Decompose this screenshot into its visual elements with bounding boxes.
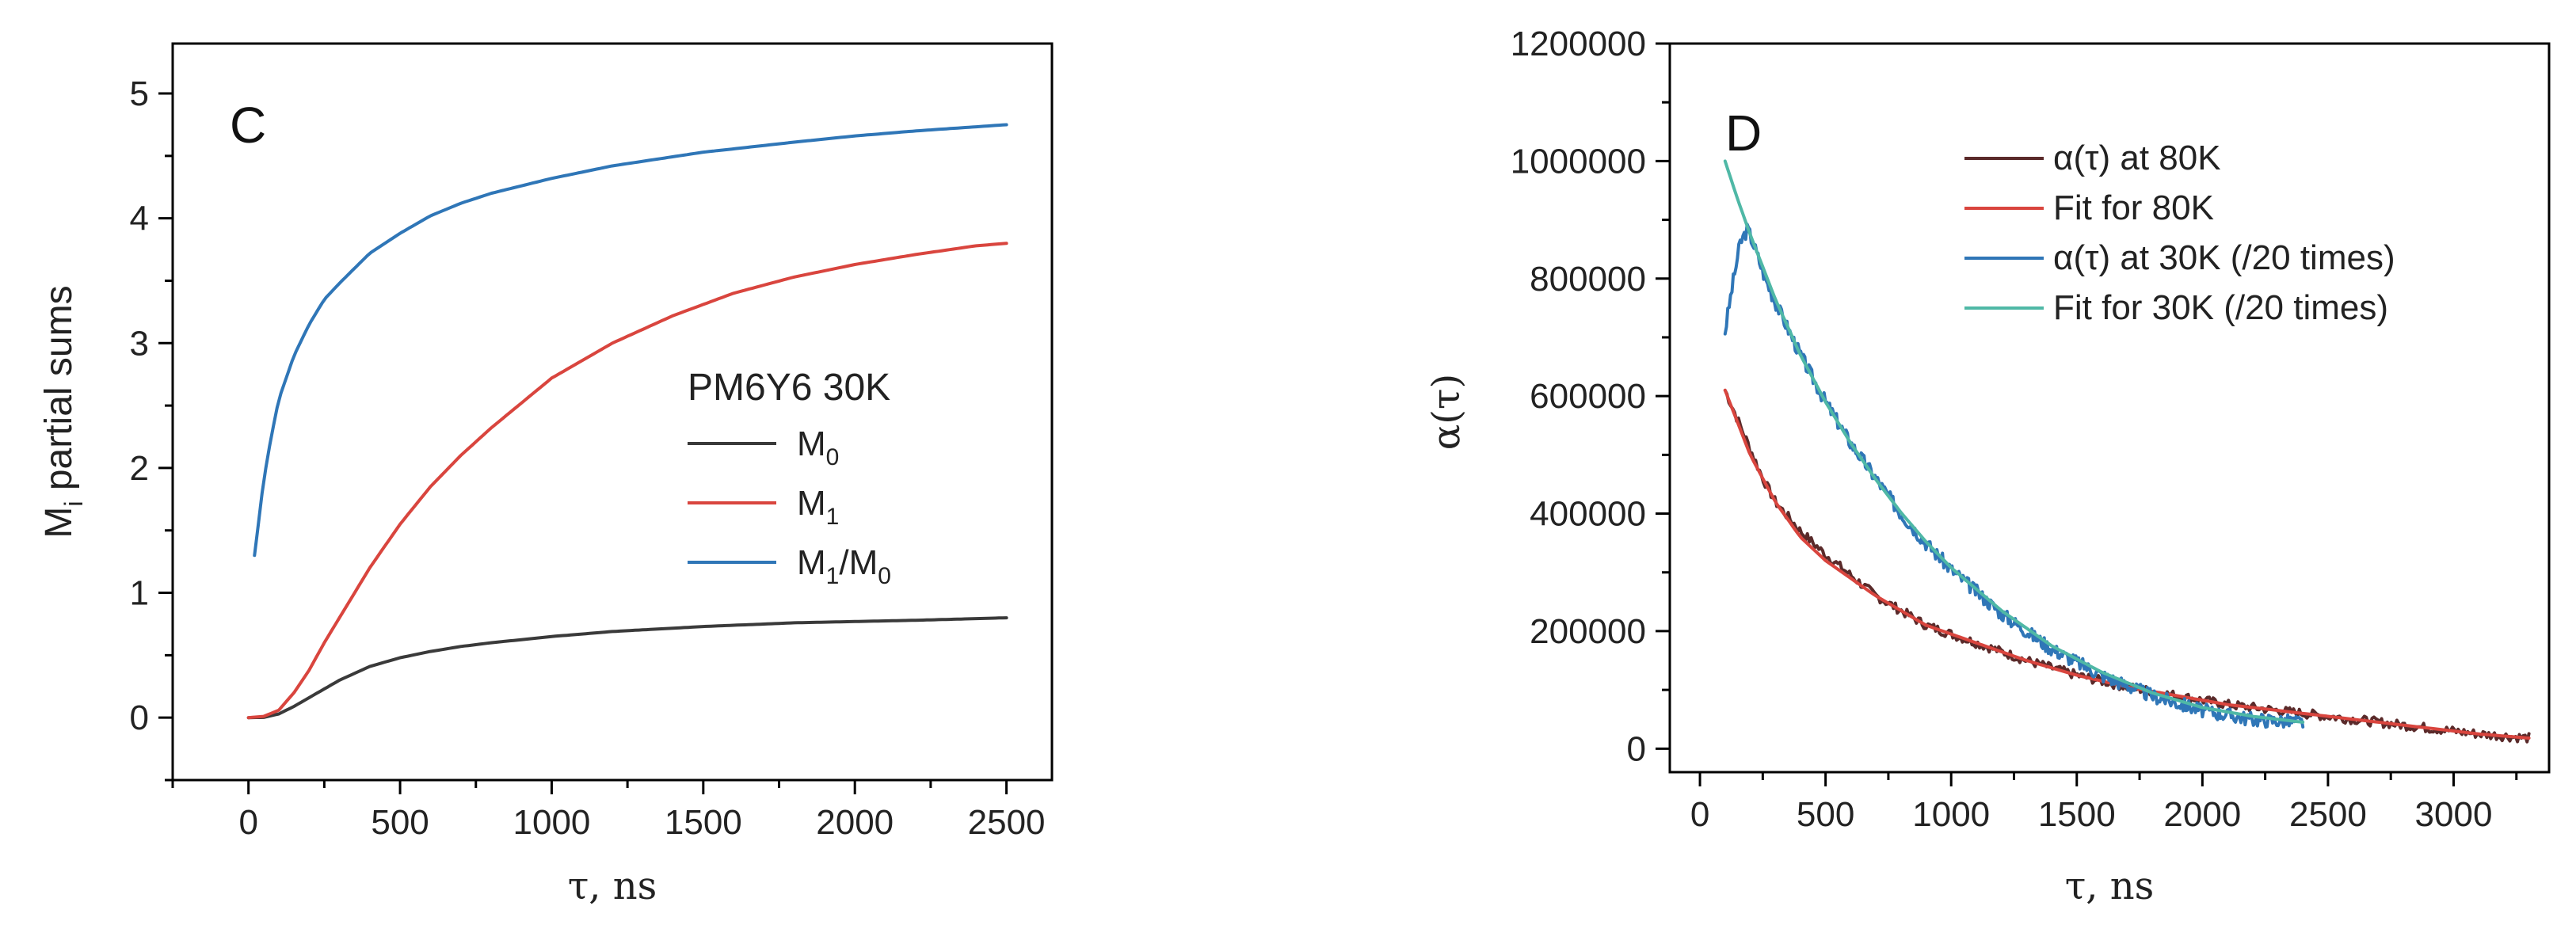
chart-c-series-line [246, 242, 1008, 720]
chart-c-panel-label: C [230, 97, 266, 154]
chart-c-x-tick-label: 0 [238, 803, 257, 842]
chart-d-legend-entry: Fit for 80K [2053, 188, 2214, 227]
chart-d-x-tick-label: 1000 [1912, 795, 1990, 834]
chart-d-y-tick-label: 200000 [1530, 612, 1646, 651]
chart-c-x-axis-label: τ, ns [568, 864, 657, 908]
chart-d-legend-entry: α(τ) at 30K (/20 times) [2053, 238, 2395, 277]
chart-c-y-tick-label: 5 [130, 74, 149, 113]
chart-c-legend-entry: M1 [797, 484, 839, 530]
chart-d-y-tick-label: 0 [1627, 729, 1646, 768]
chart-d-x-tick-label: 2500 [2289, 795, 2367, 834]
chart-d-legend: α(τ) at 80K Fit for 80K α(τ) at 30K (/20 t… [1964, 139, 2395, 327]
chart-c-legend-entry: M0 [797, 424, 839, 470]
chart-d-y-tick-label: 1000000 [1511, 142, 1646, 181]
chart-d-plot-frame [1668, 42, 2551, 774]
chart-d-legend-entry: α(τ) at 80K [2053, 139, 2221, 177]
chart-c-y-tick-label: 3 [130, 324, 149, 363]
chart-c-x-tick-label: 2000 [816, 803, 894, 842]
chart-d-legend-entry: Fit for 30K (/20 times) [2053, 288, 2388, 327]
chart-d-series-line [1723, 159, 2305, 724]
chart-d-y-tick-label: 1200000 [1511, 25, 1646, 63]
chart-d-y-tick-label: 400000 [1530, 495, 1646, 534]
chart-c-x-tick-label: 500 [371, 803, 429, 842]
chart-c-legend-entry: M1/M0 [797, 543, 891, 589]
chart-d-x-tick-label: 500 [1797, 795, 1854, 834]
chart-d-y-tick-label: 800000 [1530, 260, 1646, 299]
chart-d-series-line [1723, 223, 2305, 729]
chart-c: 0 500 1000 1500 2000 2500 0 1 2 3 4 5 C τ, ns Mi p… [38, 42, 1054, 908]
chart-c-y-tick-label: 4 [130, 200, 149, 238]
chart-c-x-tick-label: 1000 [513, 803, 591, 842]
chart-c-y-axis-label: Mi partial sums [38, 285, 88, 538]
chart-c-plot-frame [171, 42, 1054, 782]
chart-c-legend: PM6Y6 30K M0 M1 M1/M0 [688, 367, 891, 589]
chart-d: 0 500 1000 1500 2000 2500 3000 0 200000 400000 60… [1424, 25, 2551, 908]
chart-d-y-tick-label: 600000 [1530, 377, 1646, 416]
chart-c-y-tick-label: 2 [130, 449, 149, 488]
chart-c-series-line [246, 616, 1008, 720]
chart-d-x-tick-label: 1500 [2038, 795, 2116, 834]
chart-c-series-line [253, 123, 1008, 558]
chart-c-x-tick-label: 1500 [665, 803, 742, 842]
chart-d-x-axis-label: τ, ns [2065, 864, 2155, 908]
chart-d-x-tick-label: 3000 [2415, 795, 2493, 834]
chart-d-panel-label: D [1725, 105, 1762, 162]
chart-d-x-tick-label: 2000 [2163, 795, 2241, 834]
chart-c-y-tick-label: 1 [130, 574, 149, 613]
chart-c-y-tick-label: 0 [130, 699, 149, 737]
chart-c-x-tick-label: 2500 [968, 803, 1046, 842]
chart-c-legend-title: PM6Y6 30K [688, 367, 890, 409]
chart-d-y-axis-label: α(τ) [1424, 374, 1469, 450]
chart-d-x-tick-label: 0 [1690, 795, 1709, 834]
